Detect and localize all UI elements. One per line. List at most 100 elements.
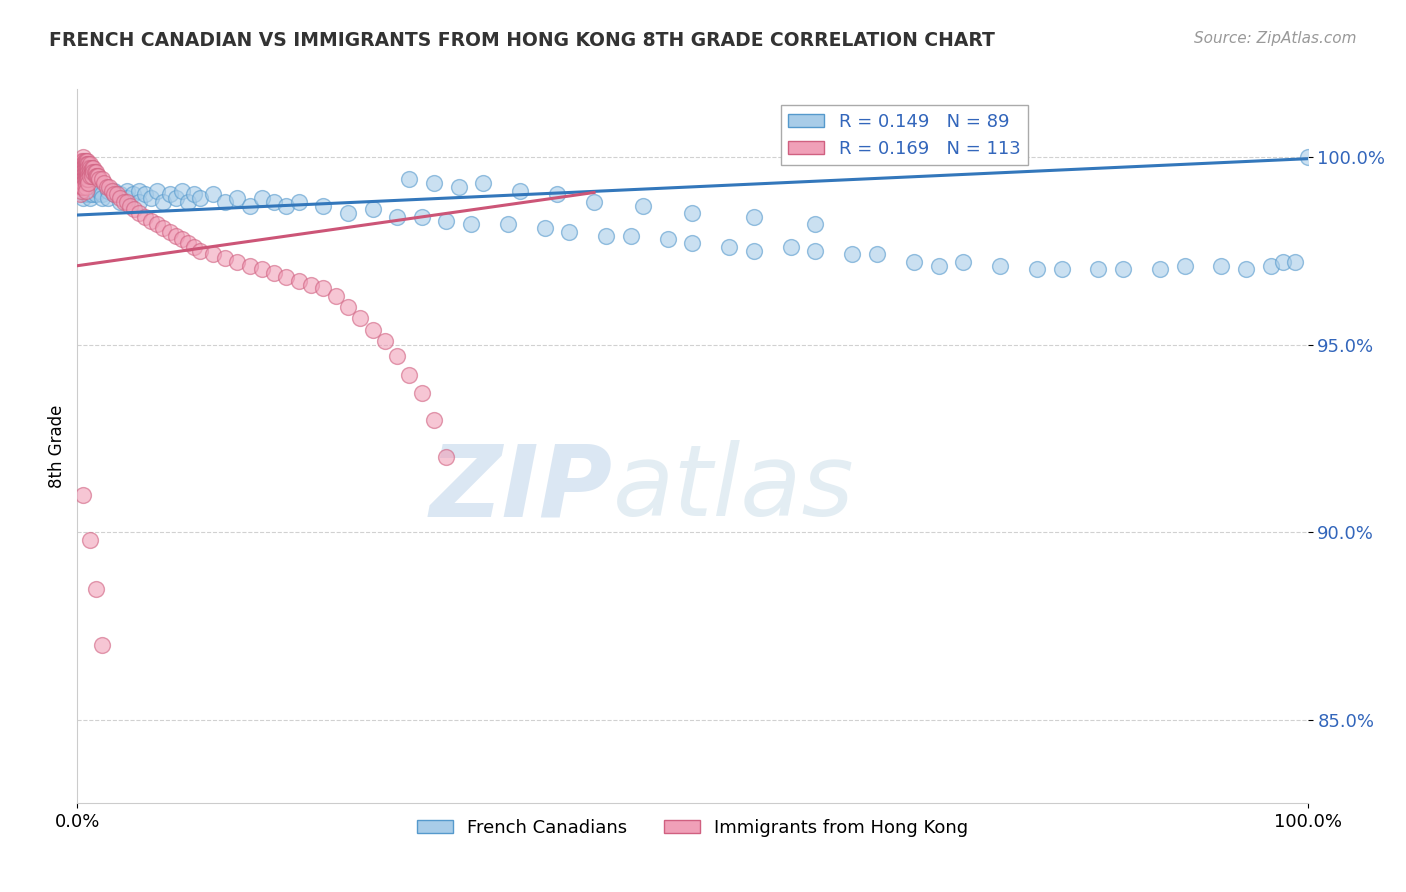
Point bbox=[79, 187, 101, 202]
Point bbox=[436, 213, 458, 227]
Point bbox=[115, 194, 138, 209]
Point bbox=[75, 161, 97, 175]
Point bbox=[165, 228, 187, 243]
Point bbox=[82, 165, 104, 179]
Point bbox=[72, 179, 94, 194]
Point bbox=[633, 199, 655, 213]
Point bbox=[120, 199, 142, 213]
Point bbox=[183, 187, 205, 202]
Point bbox=[90, 638, 114, 652]
Point bbox=[276, 270, 298, 285]
Point bbox=[1174, 259, 1197, 273]
Point bbox=[90, 191, 114, 205]
Point bbox=[398, 172, 420, 186]
Point bbox=[146, 184, 169, 198]
Point bbox=[103, 184, 125, 198]
Point bbox=[1149, 262, 1171, 277]
Point bbox=[70, 153, 93, 168]
Point bbox=[299, 277, 322, 292]
Point bbox=[87, 169, 110, 183]
Point bbox=[76, 157, 98, 171]
Point bbox=[79, 533, 101, 547]
Point bbox=[146, 218, 169, 232]
Point bbox=[361, 202, 384, 217]
Point bbox=[226, 255, 249, 269]
Point bbox=[325, 289, 347, 303]
Point bbox=[595, 228, 617, 243]
Point bbox=[77, 157, 100, 171]
Text: atlas: atlas bbox=[613, 441, 853, 537]
Point bbox=[128, 194, 150, 209]
Point bbox=[79, 191, 101, 205]
Point bbox=[110, 194, 132, 209]
Point bbox=[73, 153, 96, 168]
Point bbox=[115, 184, 138, 198]
Point bbox=[69, 172, 91, 186]
Point bbox=[134, 187, 156, 202]
Point bbox=[70, 172, 93, 186]
Point bbox=[177, 194, 200, 209]
Point bbox=[183, 240, 205, 254]
Point bbox=[90, 187, 114, 202]
Point bbox=[75, 184, 97, 198]
Point bbox=[96, 179, 118, 194]
Point bbox=[546, 187, 568, 202]
Point bbox=[72, 172, 94, 186]
Point bbox=[82, 169, 104, 183]
Point bbox=[70, 176, 93, 190]
Point bbox=[1050, 262, 1073, 277]
Point bbox=[93, 176, 115, 190]
Point bbox=[170, 232, 193, 246]
Point bbox=[70, 161, 93, 175]
Point bbox=[472, 176, 495, 190]
Point bbox=[903, 255, 925, 269]
Point bbox=[77, 176, 100, 190]
Point bbox=[1211, 259, 1233, 273]
Point bbox=[72, 150, 94, 164]
Point bbox=[337, 206, 360, 220]
Point bbox=[1087, 262, 1109, 277]
Point bbox=[69, 165, 91, 179]
Point bbox=[201, 187, 224, 202]
Point bbox=[98, 179, 121, 194]
Point bbox=[385, 210, 409, 224]
Point bbox=[188, 191, 212, 205]
Point bbox=[76, 169, 98, 183]
Point bbox=[841, 247, 863, 261]
Point bbox=[436, 450, 458, 465]
Point bbox=[250, 191, 273, 205]
Point bbox=[70, 153, 93, 168]
Point bbox=[177, 236, 200, 251]
Point bbox=[105, 187, 128, 202]
Point bbox=[170, 184, 193, 198]
Point bbox=[122, 202, 145, 217]
Point bbox=[804, 218, 827, 232]
Point bbox=[141, 191, 163, 205]
Point bbox=[780, 240, 803, 254]
Point bbox=[101, 184, 124, 198]
Point bbox=[312, 281, 335, 295]
Point bbox=[76, 153, 98, 168]
Point bbox=[159, 225, 181, 239]
Point bbox=[276, 199, 298, 213]
Point bbox=[72, 488, 94, 502]
Point bbox=[411, 386, 433, 401]
Point bbox=[374, 334, 396, 348]
Point bbox=[398, 368, 420, 382]
Point bbox=[72, 153, 94, 168]
Point bbox=[250, 262, 273, 277]
Point bbox=[75, 179, 97, 194]
Point bbox=[361, 322, 384, 336]
Point bbox=[73, 157, 96, 171]
Point bbox=[866, 247, 889, 261]
Point bbox=[75, 157, 97, 171]
Point bbox=[152, 194, 174, 209]
Point bbox=[103, 187, 125, 202]
Point bbox=[76, 172, 98, 186]
Point bbox=[165, 191, 187, 205]
Point bbox=[226, 191, 249, 205]
Point bbox=[188, 244, 212, 258]
Point bbox=[385, 349, 409, 363]
Text: FRENCH CANADIAN VS IMMIGRANTS FROM HONG KONG 8TH GRADE CORRELATION CHART: FRENCH CANADIAN VS IMMIGRANTS FROM HONG … bbox=[49, 31, 995, 50]
Point bbox=[84, 187, 107, 202]
